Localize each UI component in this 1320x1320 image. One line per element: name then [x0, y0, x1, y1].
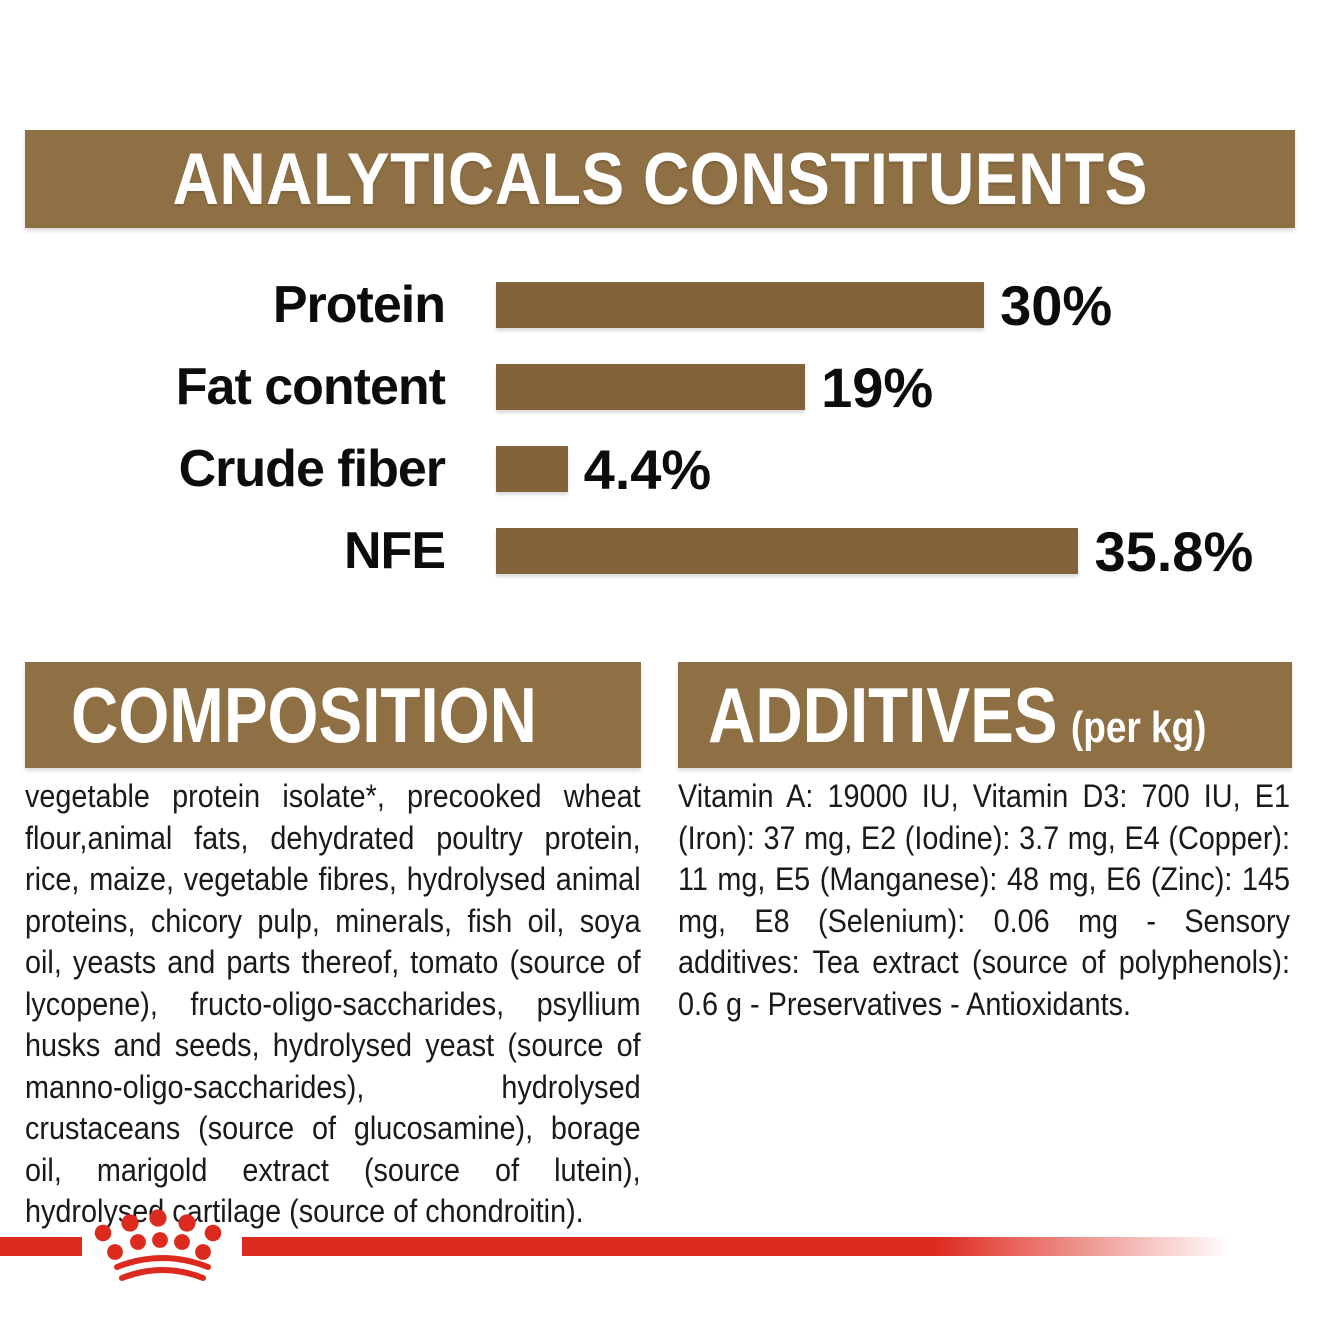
bar [496, 528, 1079, 574]
bar-label: Protein [272, 276, 446, 334]
additives-title-suffix: (per kg) [1070, 702, 1207, 752]
additives-body: Vitamin A: 19000 IU, Vitamin D3: 700 IU,… [678, 778, 1290, 1022]
bar-value: 35.8% [1094, 519, 1254, 583]
bar-value: 19% [821, 355, 934, 419]
bar-label: Fat content [175, 358, 446, 416]
bar [496, 282, 985, 328]
additives-title: ADDITIVES [708, 670, 1058, 759]
bar-value: 30% [1000, 273, 1113, 337]
bar-row: Fat content 19% [0, 346, 1320, 428]
additives-header-banner: ADDITIVES (per kg) [678, 662, 1292, 768]
analyticals-chart: Protein 30% Fat content 19% Crude fiber 4.4% N… [0, 264, 1320, 592]
royal-canin-crown-icon [94, 1209, 222, 1281]
bar-row: NFE 35.8% [0, 510, 1320, 592]
composition-title: COMPOSITION [71, 670, 537, 759]
bar-row: Crude fiber 4.4% [0, 428, 1320, 510]
bar-row: Protein 30% [0, 264, 1320, 346]
bar-label: NFE [344, 522, 446, 580]
bar-value: 4.4% [583, 437, 712, 501]
additives-title-group: ADDITIVES (per kg) [708, 670, 1206, 761]
composition-header-banner: COMPOSITION [25, 662, 641, 768]
footer-red-line-right [242, 1237, 1230, 1256]
bar [496, 446, 568, 492]
footer-red-line-left [0, 1237, 82, 1256]
analyticals-title: ANALYTICALS CONSTITUENTS [172, 138, 1148, 220]
composition-body: vegetable protein isolate*, precooked wh… [25, 778, 641, 1229]
analyticals-header-banner: ANALYTICALS CONSTITUENTS [25, 130, 1295, 228]
bar [496, 364, 806, 410]
bar-label: Crude fiber [178, 440, 446, 498]
